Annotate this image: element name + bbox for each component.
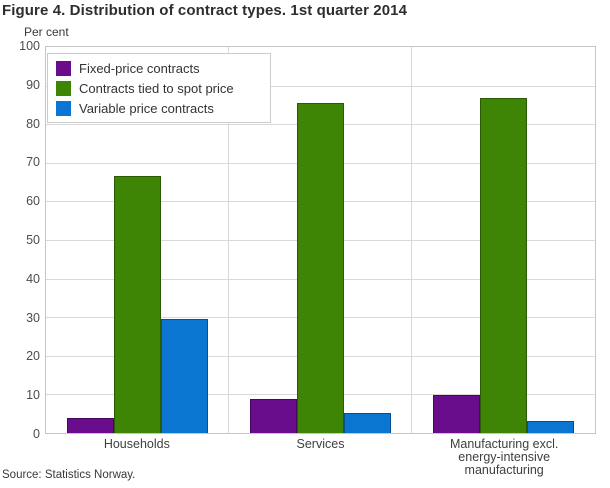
- legend-label: Contracts tied to spot price: [79, 81, 234, 96]
- x-category-label: Manufacturing excl. energy-intensive man…: [449, 437, 559, 477]
- plot-area: [45, 46, 596, 434]
- source-note: Source: Statistics Norway.: [2, 469, 136, 481]
- legend: Fixed-price contracts Contracts tied to s…: [47, 53, 271, 123]
- bar: [344, 412, 391, 433]
- legend-swatch-icon: [56, 101, 71, 116]
- y-tick-label: 30: [26, 310, 40, 325]
- bar: [527, 421, 574, 433]
- y-tick-label: 80: [26, 116, 40, 131]
- bar: [297, 102, 344, 433]
- x-category-label: Services: [296, 437, 345, 451]
- y-tick-label: 50: [26, 233, 40, 247]
- y-tick-label: 60: [26, 194, 40, 209]
- y-tick-label: 0: [33, 427, 40, 441]
- legend-label: Variable price contracts: [79, 101, 214, 116]
- y-tick-label: 40: [26, 271, 40, 286]
- y-tick-label: 70: [26, 155, 40, 170]
- y-axis: 0 10 20 30 40 50 60 70 80 90 100: [0, 39, 40, 441]
- gridline-horizontal: [46, 85, 595, 87]
- y-tick-label: 10: [26, 388, 40, 403]
- gridline-vertical-separator: [228, 47, 230, 433]
- bar-group: [412, 47, 595, 433]
- bar: [250, 398, 297, 433]
- bar: [67, 417, 114, 433]
- y-tick-label: 90: [26, 77, 40, 92]
- y-tick-label: 20: [26, 349, 40, 364]
- legend-label: Fixed-price contracts: [79, 61, 200, 76]
- bar-group: [46, 47, 229, 433]
- bar: [433, 394, 480, 433]
- legend-item: Contracts tied to spot price: [56, 81, 262, 96]
- bar: [114, 176, 161, 433]
- legend-item: Fixed-price contracts: [56, 61, 262, 76]
- y-axis-unit-label: Per cent: [24, 25, 69, 39]
- gridline-vertical-separator: [411, 47, 413, 433]
- legend-item: Variable price contracts: [56, 101, 262, 116]
- chart-title: Figure 4. Distribution of contract types…: [2, 2, 408, 19]
- legend-swatch-icon: [56, 61, 71, 76]
- x-category-label: Households: [103, 437, 170, 451]
- bar-group: [229, 47, 412, 433]
- y-tick-label: 100: [19, 39, 40, 53]
- bar: [480, 98, 527, 433]
- legend-swatch-icon: [56, 81, 71, 96]
- bar: [161, 319, 208, 433]
